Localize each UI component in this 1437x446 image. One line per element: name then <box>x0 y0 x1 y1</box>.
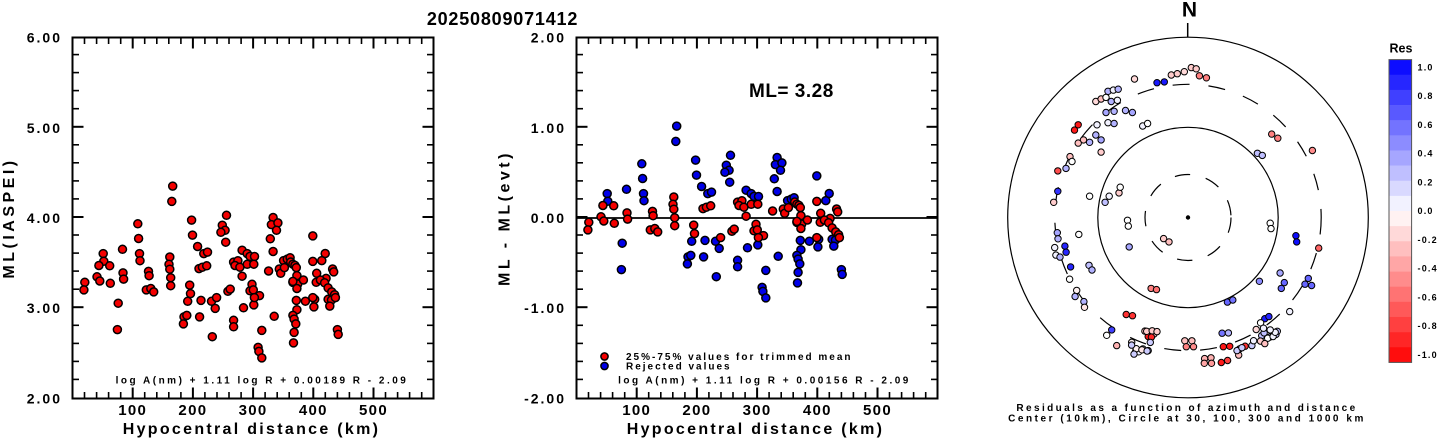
svg-text:0.6: 0.6 <box>1418 120 1434 130</box>
svg-text:300: 300 <box>239 402 268 419</box>
svg-text:Rejected values: Rejected values <box>626 362 732 373</box>
svg-text:100: 100 <box>118 402 147 419</box>
svg-text:ML= 3.28: ML= 3.28 <box>749 81 834 102</box>
svg-text:ML(IASPEI): ML(IASPEI) <box>1 157 18 278</box>
svg-text:400: 400 <box>299 402 328 419</box>
svg-text:N: N <box>1182 0 1197 22</box>
svg-text:100: 100 <box>622 402 651 419</box>
svg-text:0.0: 0.0 <box>1418 206 1434 216</box>
svg-text:Hypocentral distance (km): Hypocentral distance (km) <box>123 421 381 438</box>
svg-text:-0.2: -0.2 <box>1418 235 1437 245</box>
svg-text:400: 400 <box>803 402 832 419</box>
svg-text:Hypocentral distance (km): Hypocentral distance (km) <box>627 421 885 438</box>
svg-text:ML - ML(evt): ML - ML(evt) <box>497 150 514 286</box>
svg-text:20250809071412: 20250809071412 <box>427 9 578 29</box>
svg-text:3.00: 3.00 <box>27 300 62 316</box>
svg-text:4.00: 4.00 <box>27 210 62 226</box>
svg-text:-0.4: -0.4 <box>1418 264 1437 274</box>
svg-text:0.4: 0.4 <box>1418 149 1434 159</box>
svg-text:2.00: 2.00 <box>531 30 566 46</box>
svg-text:-1.00: -1.00 <box>524 300 566 316</box>
svg-text:5.00: 5.00 <box>27 120 62 136</box>
svg-text:6.00: 6.00 <box>27 30 62 46</box>
svg-text:log A(nm) + 1.11 log R + 0.001: log A(nm) + 1.11 log R + 0.00189 R - 2.0… <box>116 376 409 387</box>
svg-text:Center (10km), Circle at 30, 1: Center (10km), Circle at 30, 100, 300 an… <box>1008 414 1366 425</box>
svg-text:0.8: 0.8 <box>1418 91 1434 101</box>
svg-text:1.0: 1.0 <box>1418 62 1434 72</box>
svg-text:200: 200 <box>682 402 711 419</box>
svg-text:-0.8: -0.8 <box>1418 321 1437 331</box>
svg-text:1.00: 1.00 <box>531 120 566 136</box>
svg-text:300: 300 <box>743 402 772 419</box>
svg-text:500: 500 <box>863 402 892 419</box>
svg-text:-1.0: -1.0 <box>1418 350 1437 360</box>
svg-text:0.00: 0.00 <box>531 210 566 226</box>
svg-text:500: 500 <box>359 402 388 419</box>
svg-text:-2.00: -2.00 <box>524 391 566 407</box>
svg-text:200: 200 <box>178 402 207 419</box>
svg-text:2.00: 2.00 <box>27 391 62 407</box>
svg-text:Res: Res <box>1390 42 1413 56</box>
svg-text:-0.6: -0.6 <box>1418 293 1437 303</box>
svg-text:Residuals as a function of azi: Residuals as a function of azimuth and d… <box>1016 403 1357 414</box>
svg-text:log A(nm) + 1.11 log R + 0.001: log A(nm) + 1.11 log R + 0.00156 R - 2.0… <box>618 376 911 387</box>
svg-text:0.2: 0.2 <box>1418 177 1434 187</box>
